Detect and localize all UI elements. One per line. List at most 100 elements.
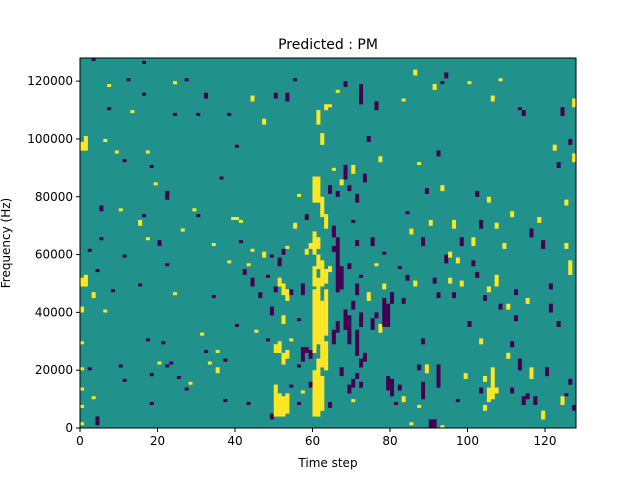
heatmap-cell [355,283,360,296]
heatmap-cell [285,393,290,414]
axes-frame [79,57,577,429]
heatmap-cell [289,289,294,296]
heatmap-cell [335,89,340,93]
heatmap-cell [130,110,135,114]
heatmap-cell [111,289,116,293]
heatmap-cell [285,92,290,102]
heatmap-cell [324,289,329,336]
heatmap-cell [510,387,515,394]
heatmap-cell [347,384,352,394]
heatmap-cell [436,292,441,299]
heatmap-cell [486,196,491,203]
heatmap-cell [328,401,333,408]
heatmap-cell [401,297,406,304]
heatmap-cell [312,370,317,417]
heatmap-cell [83,274,88,287]
heatmap-cell [366,292,371,301]
heatmap-cell [355,329,360,356]
heatmap-cell [281,396,286,417]
heatmap-cell [370,237,375,247]
heatmap-cell [149,373,154,377]
heatmap-cell [529,367,534,380]
heatmap-cell [494,387,499,394]
heatmap-cell [397,266,402,270]
heatmap-cell [161,341,166,345]
heatmap-cell [173,292,178,296]
heatmap-cell [277,257,282,267]
heatmap-cell [122,254,127,258]
heatmap-cell [564,243,569,249]
heatmap-cell [192,208,197,212]
heatmap-cell [258,292,263,299]
heatmap-cell [91,292,96,299]
y-tick-label: 80000 [35,190,73,204]
heatmap-cell [223,358,228,362]
heatmap-cell [448,277,453,284]
heatmap-cell [355,373,360,380]
heatmap-cell [281,283,286,296]
heatmap-cell [359,274,364,278]
heatmap-cell [273,92,278,99]
heatmap-cell [366,136,371,142]
heatmap-cell [87,367,92,371]
heatmap-cell [556,321,561,327]
heatmap-cell [308,381,313,388]
heatmap-cell [331,245,336,252]
heatmap-cell [479,219,484,229]
y-tick-label: 20000 [35,363,73,377]
y-axis-ticks: 0 20000 40000 60000 80000 100000 120000 [27,74,80,435]
heatmap-cell [475,190,480,197]
heatmap-cell [277,341,282,353]
heatmap-cell [204,349,209,353]
heatmap-cell [432,84,437,90]
heatmap-cell [417,404,422,408]
heatmap-cell [386,303,391,327]
heatmap-cell [250,95,255,102]
heatmap-cell [459,237,464,247]
heatmap-cell [378,156,383,163]
heatmap-cell [510,211,515,218]
heatmap-cell [452,292,457,299]
heatmap-cell [277,277,282,287]
heatmap-cell [490,95,495,102]
heatmap-cell [238,240,243,244]
heatmap-cell [250,277,255,287]
heatmap-cell [235,144,240,148]
heatmap-cell [405,274,410,281]
heatmap-cell [494,222,499,229]
heatmap-cell [455,257,460,264]
heatmap-cell [269,254,274,258]
heatmap-cell [436,150,441,157]
heatmap-cell [440,185,445,192]
heatmap-cell [510,341,515,348]
heatmap-cell [568,138,573,145]
heatmap-cell [250,248,255,252]
heatmap-cell [165,263,170,267]
heatmap-cell [421,237,426,247]
heatmap-cell [80,404,85,408]
heatmap-cell [285,245,290,249]
heatmap-cell [428,419,433,429]
y-tick-label: 120000 [27,74,73,88]
heatmap-cell [153,182,158,186]
heatmap-cell [262,251,267,258]
heatmap-cell [355,240,360,247]
heatmap-cell [351,378,356,388]
heatmap-cell [331,329,336,345]
heatmap-cell [440,425,445,429]
heatmap-cell [80,387,85,391]
heatmap-cell [176,375,181,380]
heatmap-cell [173,112,178,116]
heatmap-cell [215,367,220,374]
heatmap-cell [235,216,240,221]
heatmap-cell [328,266,333,273]
heatmap-cell [99,205,104,212]
heatmap-cell [273,384,278,417]
heatmap-cell [316,176,321,203]
heatmap-cell [560,396,565,406]
heatmap-cell [483,295,488,301]
heatmap-cell [564,199,569,206]
heatmap-cell [471,237,476,247]
heatmap-background [80,58,576,428]
heatmap-cell [409,228,414,235]
